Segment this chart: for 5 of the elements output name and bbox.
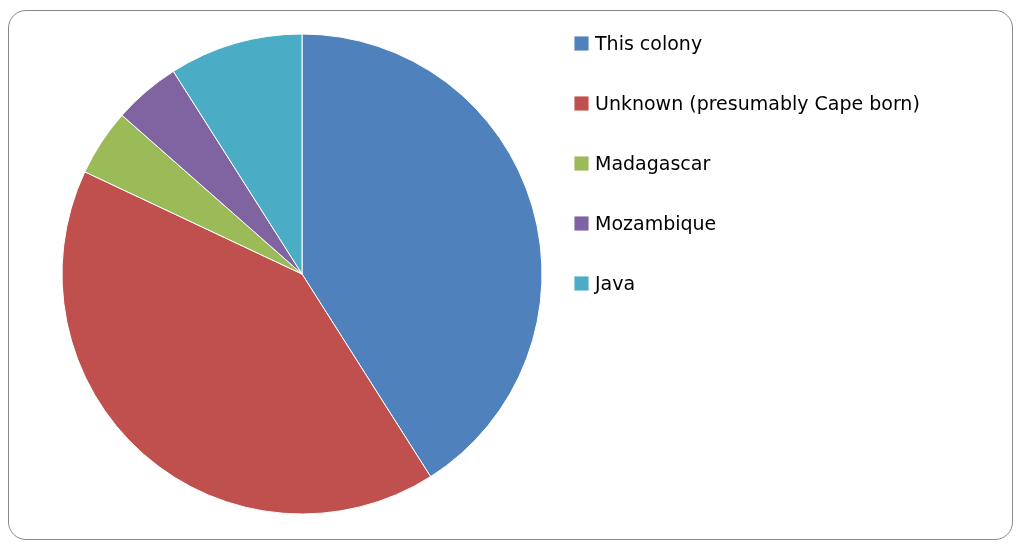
legend-label: Madagascar (595, 151, 711, 174)
legend-label: Mozambique (595, 211, 717, 234)
legend-label: Java (594, 271, 636, 294)
legend-label: Unknown (presumably Cape born) (595, 91, 920, 114)
legend-label: This colony (594, 31, 703, 54)
